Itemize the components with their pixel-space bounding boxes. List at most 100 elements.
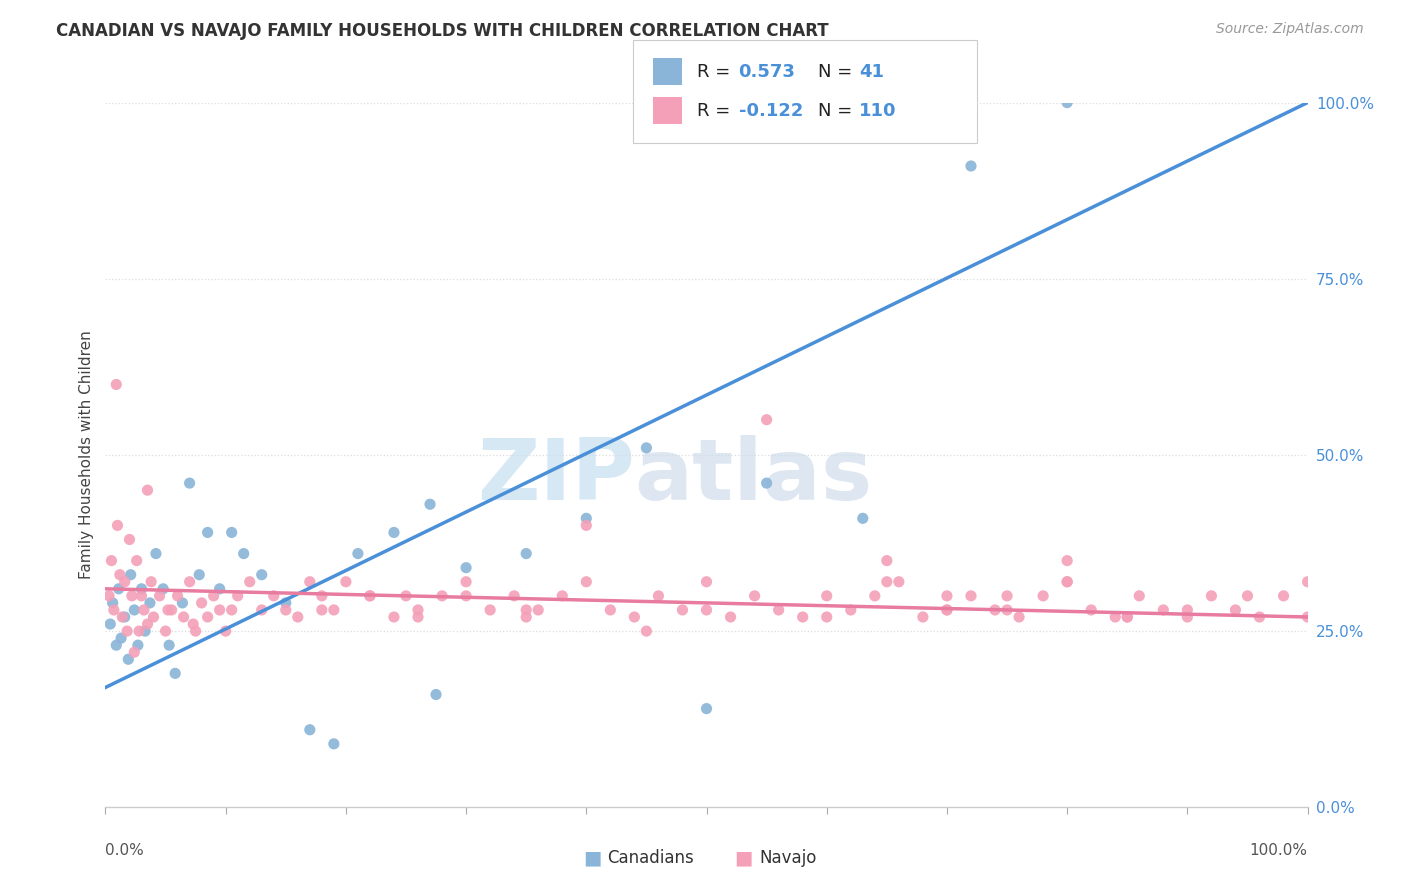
Point	[454, 560, 477, 574]
Point	[118, 533, 141, 547]
Text: 41: 41	[859, 63, 884, 81]
Point	[172, 596, 194, 610]
Point	[157, 638, 180, 652]
Point	[995, 603, 1018, 617]
Point	[239, 574, 262, 589]
Point	[188, 567, 211, 582]
Point	[515, 547, 537, 561]
Point	[250, 567, 273, 582]
Point	[359, 589, 381, 603]
Point	[575, 511, 598, 525]
Point	[148, 589, 170, 603]
Point	[696, 603, 718, 617]
Point	[322, 603, 344, 617]
Point	[208, 603, 231, 617]
Point	[173, 610, 195, 624]
Point	[114, 574, 136, 589]
Point	[1056, 574, 1078, 589]
Point	[221, 525, 243, 540]
Point	[815, 589, 838, 603]
Point	[359, 589, 381, 603]
Point	[503, 589, 526, 603]
Text: N =: N =	[818, 102, 852, 120]
Point	[179, 574, 201, 589]
Text: ■: ■	[734, 848, 752, 868]
Point	[98, 589, 121, 603]
Point	[298, 574, 321, 589]
Point	[298, 723, 321, 737]
Point	[145, 547, 167, 561]
Point	[575, 574, 598, 589]
Text: Navajo: Navajo	[759, 849, 817, 867]
Point	[551, 589, 574, 603]
Point	[107, 518, 129, 533]
Point	[960, 159, 983, 173]
Point	[1175, 603, 1198, 617]
Point	[696, 701, 718, 715]
Point	[515, 610, 537, 624]
Point	[165, 666, 187, 681]
Point	[179, 476, 201, 491]
Point	[995, 589, 1018, 603]
Point	[226, 589, 249, 603]
Point	[1225, 603, 1247, 617]
Point	[131, 582, 153, 596]
Point	[1056, 574, 1078, 589]
Point	[755, 412, 778, 427]
Text: N =: N =	[818, 63, 852, 81]
Point	[197, 525, 219, 540]
Point	[100, 553, 122, 568]
Text: Canadians: Canadians	[607, 849, 695, 867]
Point	[105, 377, 128, 392]
Point	[1080, 603, 1102, 617]
Point	[107, 582, 129, 596]
Point	[1032, 589, 1054, 603]
Point	[128, 624, 150, 639]
Text: R =: R =	[697, 63, 731, 81]
Point	[936, 603, 959, 617]
Point	[755, 476, 778, 491]
Point	[124, 645, 146, 659]
Point	[1236, 589, 1258, 603]
Text: 110: 110	[859, 102, 896, 120]
Text: 0.573: 0.573	[738, 63, 796, 81]
Point	[425, 688, 447, 702]
Point	[202, 589, 225, 603]
Point	[117, 652, 139, 666]
Point	[311, 603, 333, 617]
Point	[105, 638, 128, 652]
Point	[815, 610, 838, 624]
Point	[263, 589, 285, 603]
Point	[311, 589, 333, 603]
Point	[155, 624, 177, 639]
Point	[696, 574, 718, 589]
Point	[887, 574, 910, 589]
Point	[335, 574, 357, 589]
Point	[1296, 610, 1319, 624]
Point	[744, 589, 766, 603]
Point	[139, 574, 162, 589]
Point	[406, 603, 429, 617]
Text: 100.0%: 100.0%	[1250, 843, 1308, 858]
Text: Source: ZipAtlas.com: Source: ZipAtlas.com	[1216, 22, 1364, 37]
Point	[274, 596, 297, 610]
Point	[636, 624, 658, 639]
Point	[120, 567, 142, 582]
Point	[1152, 603, 1174, 617]
Point	[136, 617, 159, 632]
Point	[623, 610, 645, 624]
Point	[936, 589, 959, 603]
Point	[108, 567, 131, 582]
Point	[1249, 610, 1271, 624]
Point	[232, 547, 254, 561]
Point	[430, 589, 453, 603]
Point	[406, 610, 429, 624]
Point	[454, 574, 477, 589]
Point	[720, 610, 742, 624]
Point	[1116, 610, 1139, 624]
Point	[139, 596, 162, 610]
Point	[166, 589, 188, 603]
Point	[863, 589, 886, 603]
Point	[876, 553, 898, 568]
Point	[115, 624, 138, 639]
